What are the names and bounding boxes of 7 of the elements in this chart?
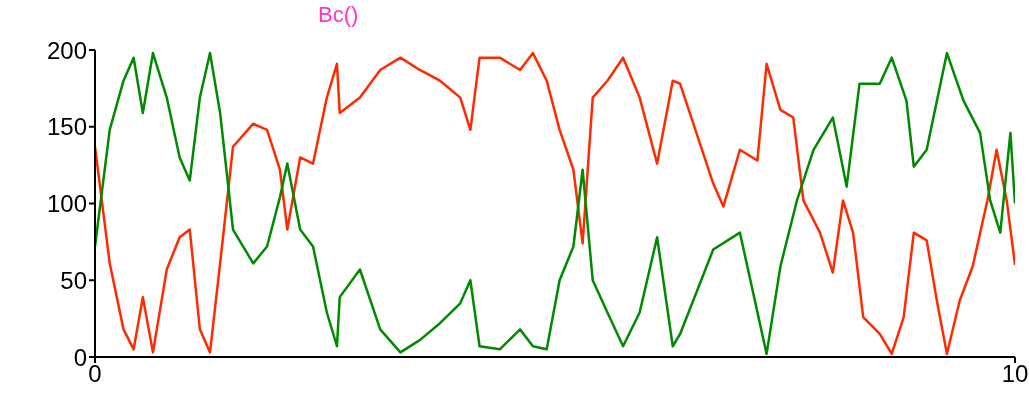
y-tick-label: 100	[46, 190, 87, 218]
text: Bc()	[318, 2, 359, 28]
x-tick-label: 10	[1001, 360, 1029, 388]
y-tick-label: 150	[46, 113, 87, 141]
y-tick-label: 50	[60, 266, 87, 294]
y-tick-label: 200	[46, 36, 87, 64]
y-tick-label: 0	[73, 343, 87, 371]
